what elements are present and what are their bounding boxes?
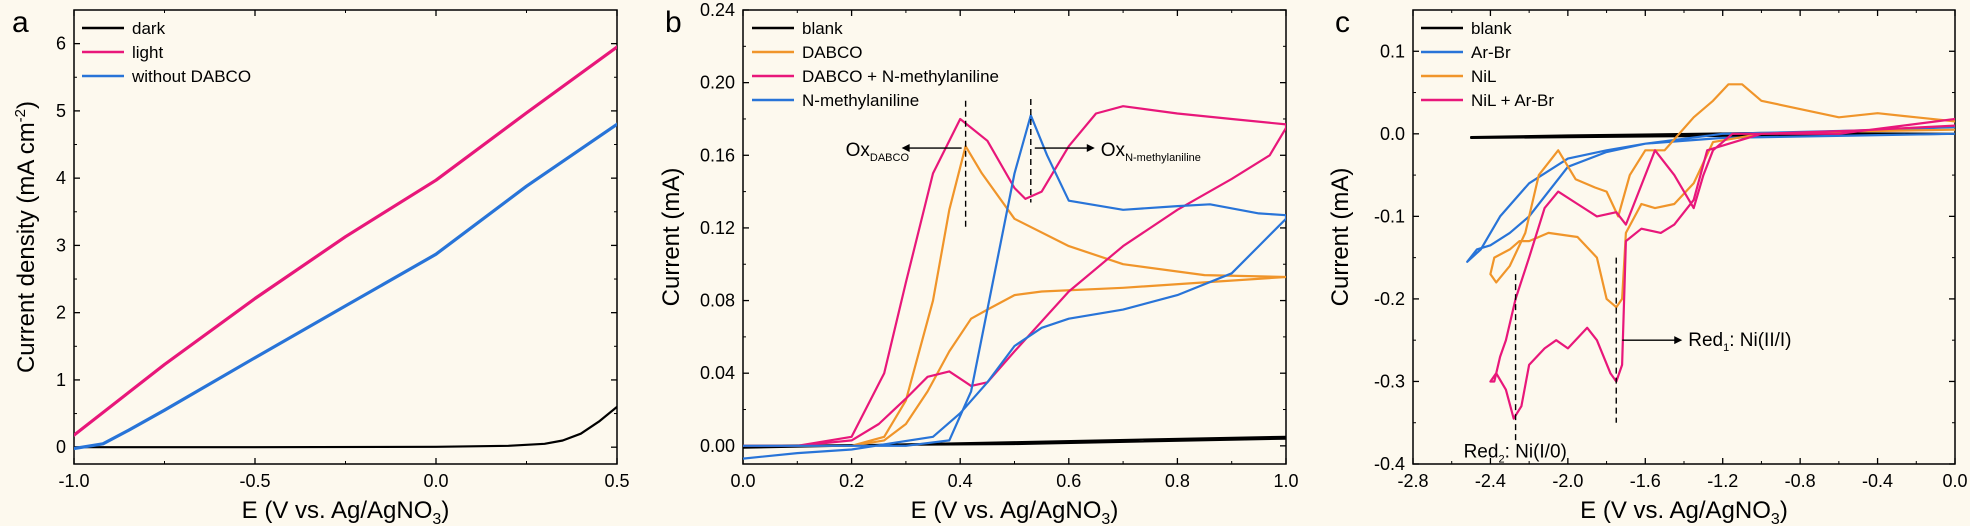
y-tick-label: -0.3 bbox=[1374, 371, 1405, 391]
series-line-ar-br bbox=[1466, 126, 1955, 263]
ox-nma-arrowhead bbox=[1086, 144, 1095, 153]
x-tick-label: 0.0 bbox=[423, 471, 448, 491]
y-axis-label: Current (mA) bbox=[1327, 168, 1354, 307]
legend-entry: without DABCO bbox=[131, 67, 251, 86]
plot-area bbox=[1466, 83, 1955, 420]
y-tick-label: 0.12 bbox=[700, 218, 735, 238]
series-line-blank bbox=[1470, 131, 1955, 139]
chart-panel-c: -2.8 -2.4 -2.0 -1.6 -1.2 -0.8 -0.4 0.0 -0.4 -0.3 -… bbox=[1327, 6, 1968, 526]
x-tick-label: -1.6 bbox=[1630, 471, 1661, 491]
x-tick-label: 0.6 bbox=[1056, 471, 1081, 491]
legend: dark light without DABCO bbox=[82, 19, 251, 86]
panel-label: c bbox=[1335, 6, 1350, 39]
y-tick-label: 0 bbox=[56, 437, 66, 457]
x-tick-label: -0.4 bbox=[1862, 471, 1893, 491]
ox-nma-label: OxN-methylaniline bbox=[1101, 140, 1201, 164]
x-tick-label: 0.8 bbox=[1165, 471, 1190, 491]
x-tick-label: 0.2 bbox=[839, 471, 864, 491]
x-tick-label: 0.0 bbox=[730, 471, 755, 491]
series-line-light bbox=[74, 45, 617, 437]
x-tick-label: 1.0 bbox=[1273, 471, 1298, 491]
series-line-blank bbox=[743, 435, 1286, 449]
y-tick-label: 0.20 bbox=[700, 73, 735, 93]
plot-area bbox=[74, 45, 617, 451]
legend: blank Ar-Br NiL NiL + Ar-Br bbox=[1421, 19, 1554, 110]
series-line-nil-ar-br bbox=[1489, 117, 1955, 420]
series-line-dabco-n-methylaniline bbox=[743, 105, 1286, 447]
y-tick-label: 1 bbox=[56, 370, 66, 390]
y-tick-label: 5 bbox=[56, 101, 66, 121]
y-tick-label: 4 bbox=[56, 168, 66, 188]
x-tick-label: 0.0 bbox=[1942, 471, 1967, 491]
legend-entry: dark bbox=[132, 19, 166, 38]
x-axis-label: E (V vs. Ag/AgNO3) bbox=[1580, 497, 1788, 526]
series-line-dark bbox=[74, 405, 617, 449]
x-tick-label: 0.5 bbox=[604, 471, 629, 491]
x-tick-label: -0.8 bbox=[1785, 471, 1816, 491]
series-line-dabco bbox=[743, 145, 1286, 447]
red1-label: Red1: Ni(II/I) bbox=[1688, 330, 1791, 354]
y-tick-label: 0.04 bbox=[700, 363, 735, 383]
y-tick-label: 2 bbox=[56, 303, 66, 323]
legend-entry: DABCO bbox=[802, 43, 862, 62]
x-tick-label: -2.0 bbox=[1552, 471, 1583, 491]
x-tick-label: -1.0 bbox=[58, 471, 89, 491]
x-tick-label: -2.4 bbox=[1475, 471, 1506, 491]
legend-entry: NiL + Ar-Br bbox=[1471, 91, 1554, 110]
red2-label: Red2: Ni(I/0) bbox=[1464, 441, 1567, 465]
legend-entry: N-methylaniline bbox=[802, 91, 919, 110]
ox-dabco-arrowhead bbox=[901, 144, 910, 153]
series-line-nil bbox=[1489, 83, 1955, 309]
ox-dabco-label: OxDABCO bbox=[846, 140, 910, 164]
red1-arrowhead bbox=[1674, 336, 1683, 345]
x-axis-label: E (V vs. Ag/AgNO3) bbox=[242, 497, 450, 526]
y-tick-label: 0.08 bbox=[700, 291, 735, 311]
series-line-without-dabco bbox=[74, 122, 617, 451]
y-tick-label: 0.1 bbox=[1380, 41, 1405, 61]
y-tick-label: 0.16 bbox=[700, 145, 735, 165]
chart-panel-a: -1.0 -0.5 0.0 0.5 0 1 2 3 4 5 6 E (V vs. Ag/AgNO3) C… bbox=[12, 6, 630, 526]
y-tick-label: -0.4 bbox=[1374, 454, 1405, 474]
y-axis-label: Current density (mA cm-2) bbox=[12, 101, 40, 373]
plot-area bbox=[743, 105, 1286, 460]
series-line-n-methylaniline bbox=[743, 114, 1286, 460]
legend-entry: NiL bbox=[1471, 67, 1497, 86]
x-tick-label: 0.4 bbox=[948, 471, 973, 491]
x-tick-label: -1.2 bbox=[1707, 471, 1738, 491]
x-tick-label: -0.5 bbox=[239, 471, 270, 491]
legend-entry: light bbox=[132, 43, 163, 62]
y-tick-label: 0.0 bbox=[1380, 124, 1405, 144]
y-tick-label: 6 bbox=[56, 34, 66, 54]
y-tick-label: 3 bbox=[56, 235, 66, 255]
legend: blank DABCO DABCO + N-methylaniline N-methy… bbox=[752, 19, 999, 110]
x-axis-label: E (V vs. Ag/AgNO3) bbox=[911, 497, 1119, 526]
chart-panel-b: 0.0 0.2 0.4 0.6 0.8 1.0 0.00 0.04 0.08 0.12 0.16 0.… bbox=[658, 0, 1299, 526]
y-tick-label: -0.1 bbox=[1374, 206, 1405, 226]
x-tick-label: -2.8 bbox=[1397, 471, 1428, 491]
y-tick-label: 0.24 bbox=[700, 0, 735, 20]
panel-label: b bbox=[665, 6, 682, 39]
legend-entry: DABCO + N-methylaniline bbox=[802, 67, 999, 86]
y-tick-label: -0.2 bbox=[1374, 289, 1405, 309]
y-axis-label: Current (mA) bbox=[658, 168, 685, 307]
legend-entry: Ar-Br bbox=[1471, 43, 1511, 62]
y-tick-label: 0.00 bbox=[700, 436, 735, 456]
panel-label: a bbox=[12, 6, 29, 39]
legend-entry: blank bbox=[1471, 19, 1512, 38]
legend-entry: blank bbox=[802, 19, 843, 38]
